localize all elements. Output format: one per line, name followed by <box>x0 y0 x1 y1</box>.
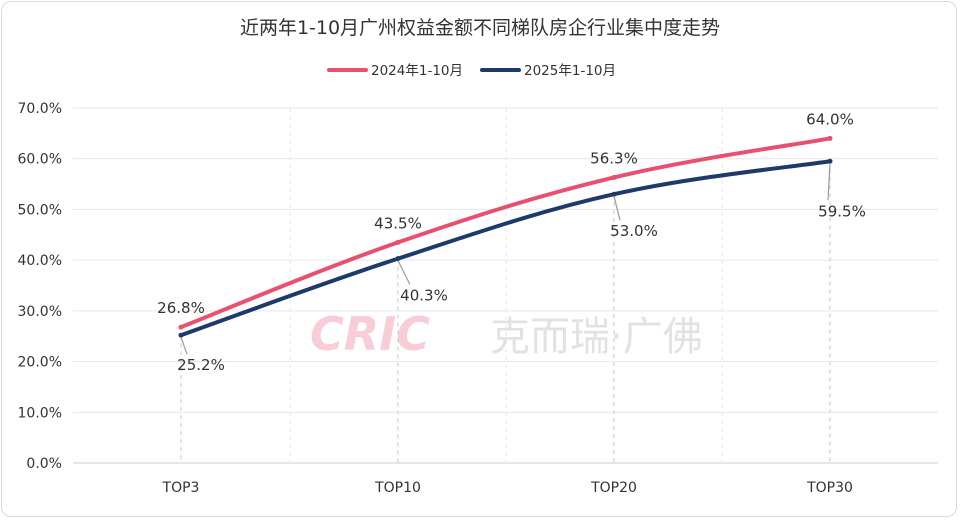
y-tick-label: 20.0% <box>18 355 62 371</box>
y-tick-label: 70.0% <box>18 101 62 117</box>
y-tick-label: 50.0% <box>18 202 62 218</box>
legend-label-2024: 2024年1-10月 <box>371 63 463 79</box>
series-0-point <box>395 239 401 245</box>
series-line-1 <box>179 159 832 338</box>
series-line-0 <box>179 136 832 330</box>
series-1-point <box>611 191 617 197</box>
data-label-2024: 64.0% <box>806 110 854 128</box>
y-tick-label: 60.0% <box>18 152 62 168</box>
leader-line <box>180 337 188 355</box>
watermark: CRIC 克而瑞·广佛 <box>310 307 703 361</box>
x-tick-label: TOP30 <box>806 480 853 496</box>
data-label-2024: 26.8% <box>157 299 205 317</box>
watermark-text: 克而瑞·广佛 <box>490 314 703 360</box>
data-labels: 26.8% 43.5% 56.3% 64.0% 25.2% 40.3% 53.0% 59.5% <box>157 110 866 374</box>
chart-title: 近两年1-10月广州权益金额不同梯队房企行业集中度走势 <box>240 17 720 39</box>
legend-label-2025: 2025年1-10月 <box>524 63 616 79</box>
x-axis-ticks: TOP3 TOP10 TOP20 TOP30 <box>162 480 853 496</box>
leader-line <box>827 163 831 201</box>
legend: 2024年1-10月 2025年1-10月 <box>327 63 616 79</box>
watermark-logo: CRIC <box>310 307 430 361</box>
data-label-2025: 40.3% <box>400 287 448 305</box>
data-label-2025: 53.0% <box>610 222 658 240</box>
data-label-2025: 25.2% <box>177 356 225 374</box>
leader-line <box>397 260 411 285</box>
y-tick-label: 40.0% <box>18 253 62 269</box>
series-1-point <box>827 158 833 164</box>
x-tick-label: TOP10 <box>374 480 421 496</box>
y-tick-label: 10.0% <box>18 405 62 421</box>
series-0-point <box>178 324 184 330</box>
y-axis-ticks: 0.0% 10.0% 20.0% 30.0% 40.0% 50.0% 60.0% 70.0% <box>18 101 62 472</box>
x-tick-label: TOP20 <box>590 480 637 496</box>
x-tick-label: TOP3 <box>162 480 200 496</box>
series-0-point <box>827 135 833 141</box>
category-guides <box>180 108 831 463</box>
series-group <box>178 135 833 338</box>
y-tick-label: 0.0% <box>26 456 62 472</box>
data-label-2025: 59.5% <box>818 202 866 220</box>
leader-line <box>613 196 621 221</box>
series-1-point <box>395 256 401 262</box>
series-1-point <box>178 332 184 338</box>
data-label-2024: 56.3% <box>590 149 638 167</box>
data-label-2024: 43.5% <box>374 214 422 232</box>
y-tick-label: 30.0% <box>18 304 62 320</box>
series-0-point <box>611 174 617 180</box>
